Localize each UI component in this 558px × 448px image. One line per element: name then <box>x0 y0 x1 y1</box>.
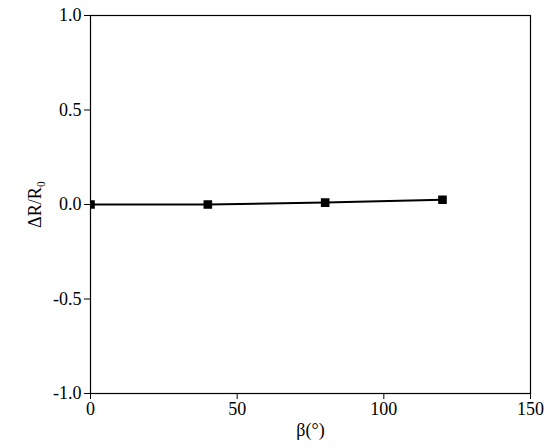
svg-text:1.0: 1.0 <box>59 5 82 25</box>
svg-text:β(°): β(°) <box>296 420 324 441</box>
svg-text:0: 0 <box>86 399 95 419</box>
svg-text:ΔR/R₀: ΔR/R₀ <box>25 181 45 228</box>
svg-text:0.5: 0.5 <box>59 100 82 120</box>
svg-text:150: 150 <box>517 399 544 419</box>
svg-text:-0.5: -0.5 <box>53 289 82 309</box>
svg-text:-1.0: -1.0 <box>53 383 82 403</box>
svg-text:50: 50 <box>228 399 246 419</box>
svg-text:100: 100 <box>370 399 397 419</box>
svg-text:0.0: 0.0 <box>59 194 82 214</box>
